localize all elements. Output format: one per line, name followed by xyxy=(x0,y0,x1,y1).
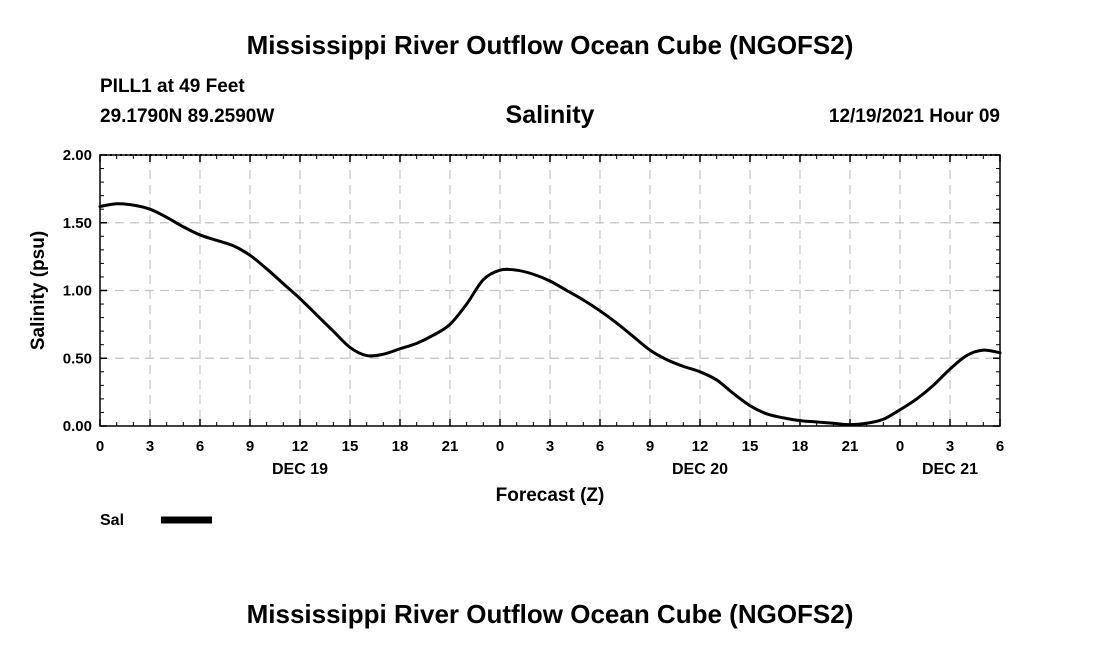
x-tick-label: 9 xyxy=(646,438,654,455)
y-tick-label: 0.50 xyxy=(63,350,92,367)
x-tick-label: 21 xyxy=(842,438,859,455)
footer-title: Mississippi River Outflow Ocean Cube (NG… xyxy=(246,599,854,629)
forecast-datetime: 12/19/2021 Hour 09 xyxy=(828,106,1000,127)
y-axis-label: Salinity (psu) xyxy=(28,231,49,350)
y-tick-label: 1.50 xyxy=(63,215,92,232)
x-tick-label: 15 xyxy=(742,438,759,455)
tick-labels: 0 3 6 9 12 15 18 21 0 3 6 9 12 15 18 21 0 3 6 0.00 0.50 1.00 1… xyxy=(63,147,1004,478)
legend: Sal xyxy=(100,512,212,529)
x-tick-label: 12 xyxy=(692,438,709,455)
x-tick-label: 3 xyxy=(946,438,954,455)
x-tick-label: 6 xyxy=(596,438,604,455)
x-tick-label: 18 xyxy=(392,438,409,455)
x-tick-label: 9 xyxy=(246,438,254,455)
chart-title: Mississippi River Outflow Ocean Cube (NG… xyxy=(246,30,854,60)
plot-frame xyxy=(99,154,1001,427)
y-tick-label: 2.00 xyxy=(63,147,92,164)
y-tick-label: 0.00 xyxy=(63,418,92,435)
x-tick-label: 6 xyxy=(996,438,1004,455)
station-label: PILL1 at 49 Feet xyxy=(100,76,245,97)
x-tick-label: 15 xyxy=(342,438,359,455)
x-tick-label: 18 xyxy=(792,438,809,455)
station-coords: 29.1790N 89.2590W xyxy=(100,106,275,127)
legend-label: Sal xyxy=(100,512,124,529)
x-tick-label: 6 xyxy=(196,438,204,455)
x-tick-label: 21 xyxy=(442,438,459,455)
series-line-sal xyxy=(98,202,1002,427)
x-tick-label: 0 xyxy=(96,438,104,455)
day-label: DEC 20 xyxy=(672,461,728,478)
series-layer xyxy=(98,202,1002,427)
day-label: DEC 21 xyxy=(922,461,978,478)
x-tick-label: 0 xyxy=(496,438,504,455)
x-tick-label: 3 xyxy=(146,438,154,455)
grid-lines xyxy=(100,154,1000,426)
day-label: DEC 19 xyxy=(272,461,328,478)
x-axis-label: Forecast (Z) xyxy=(496,485,605,506)
x-tick-label: 3 xyxy=(546,438,554,455)
y-tick-label: 1.00 xyxy=(63,283,92,300)
chart-subtitle: Salinity xyxy=(505,101,595,129)
x-tick-label: 12 xyxy=(292,438,309,455)
x-tick-label: 0 xyxy=(896,438,904,455)
